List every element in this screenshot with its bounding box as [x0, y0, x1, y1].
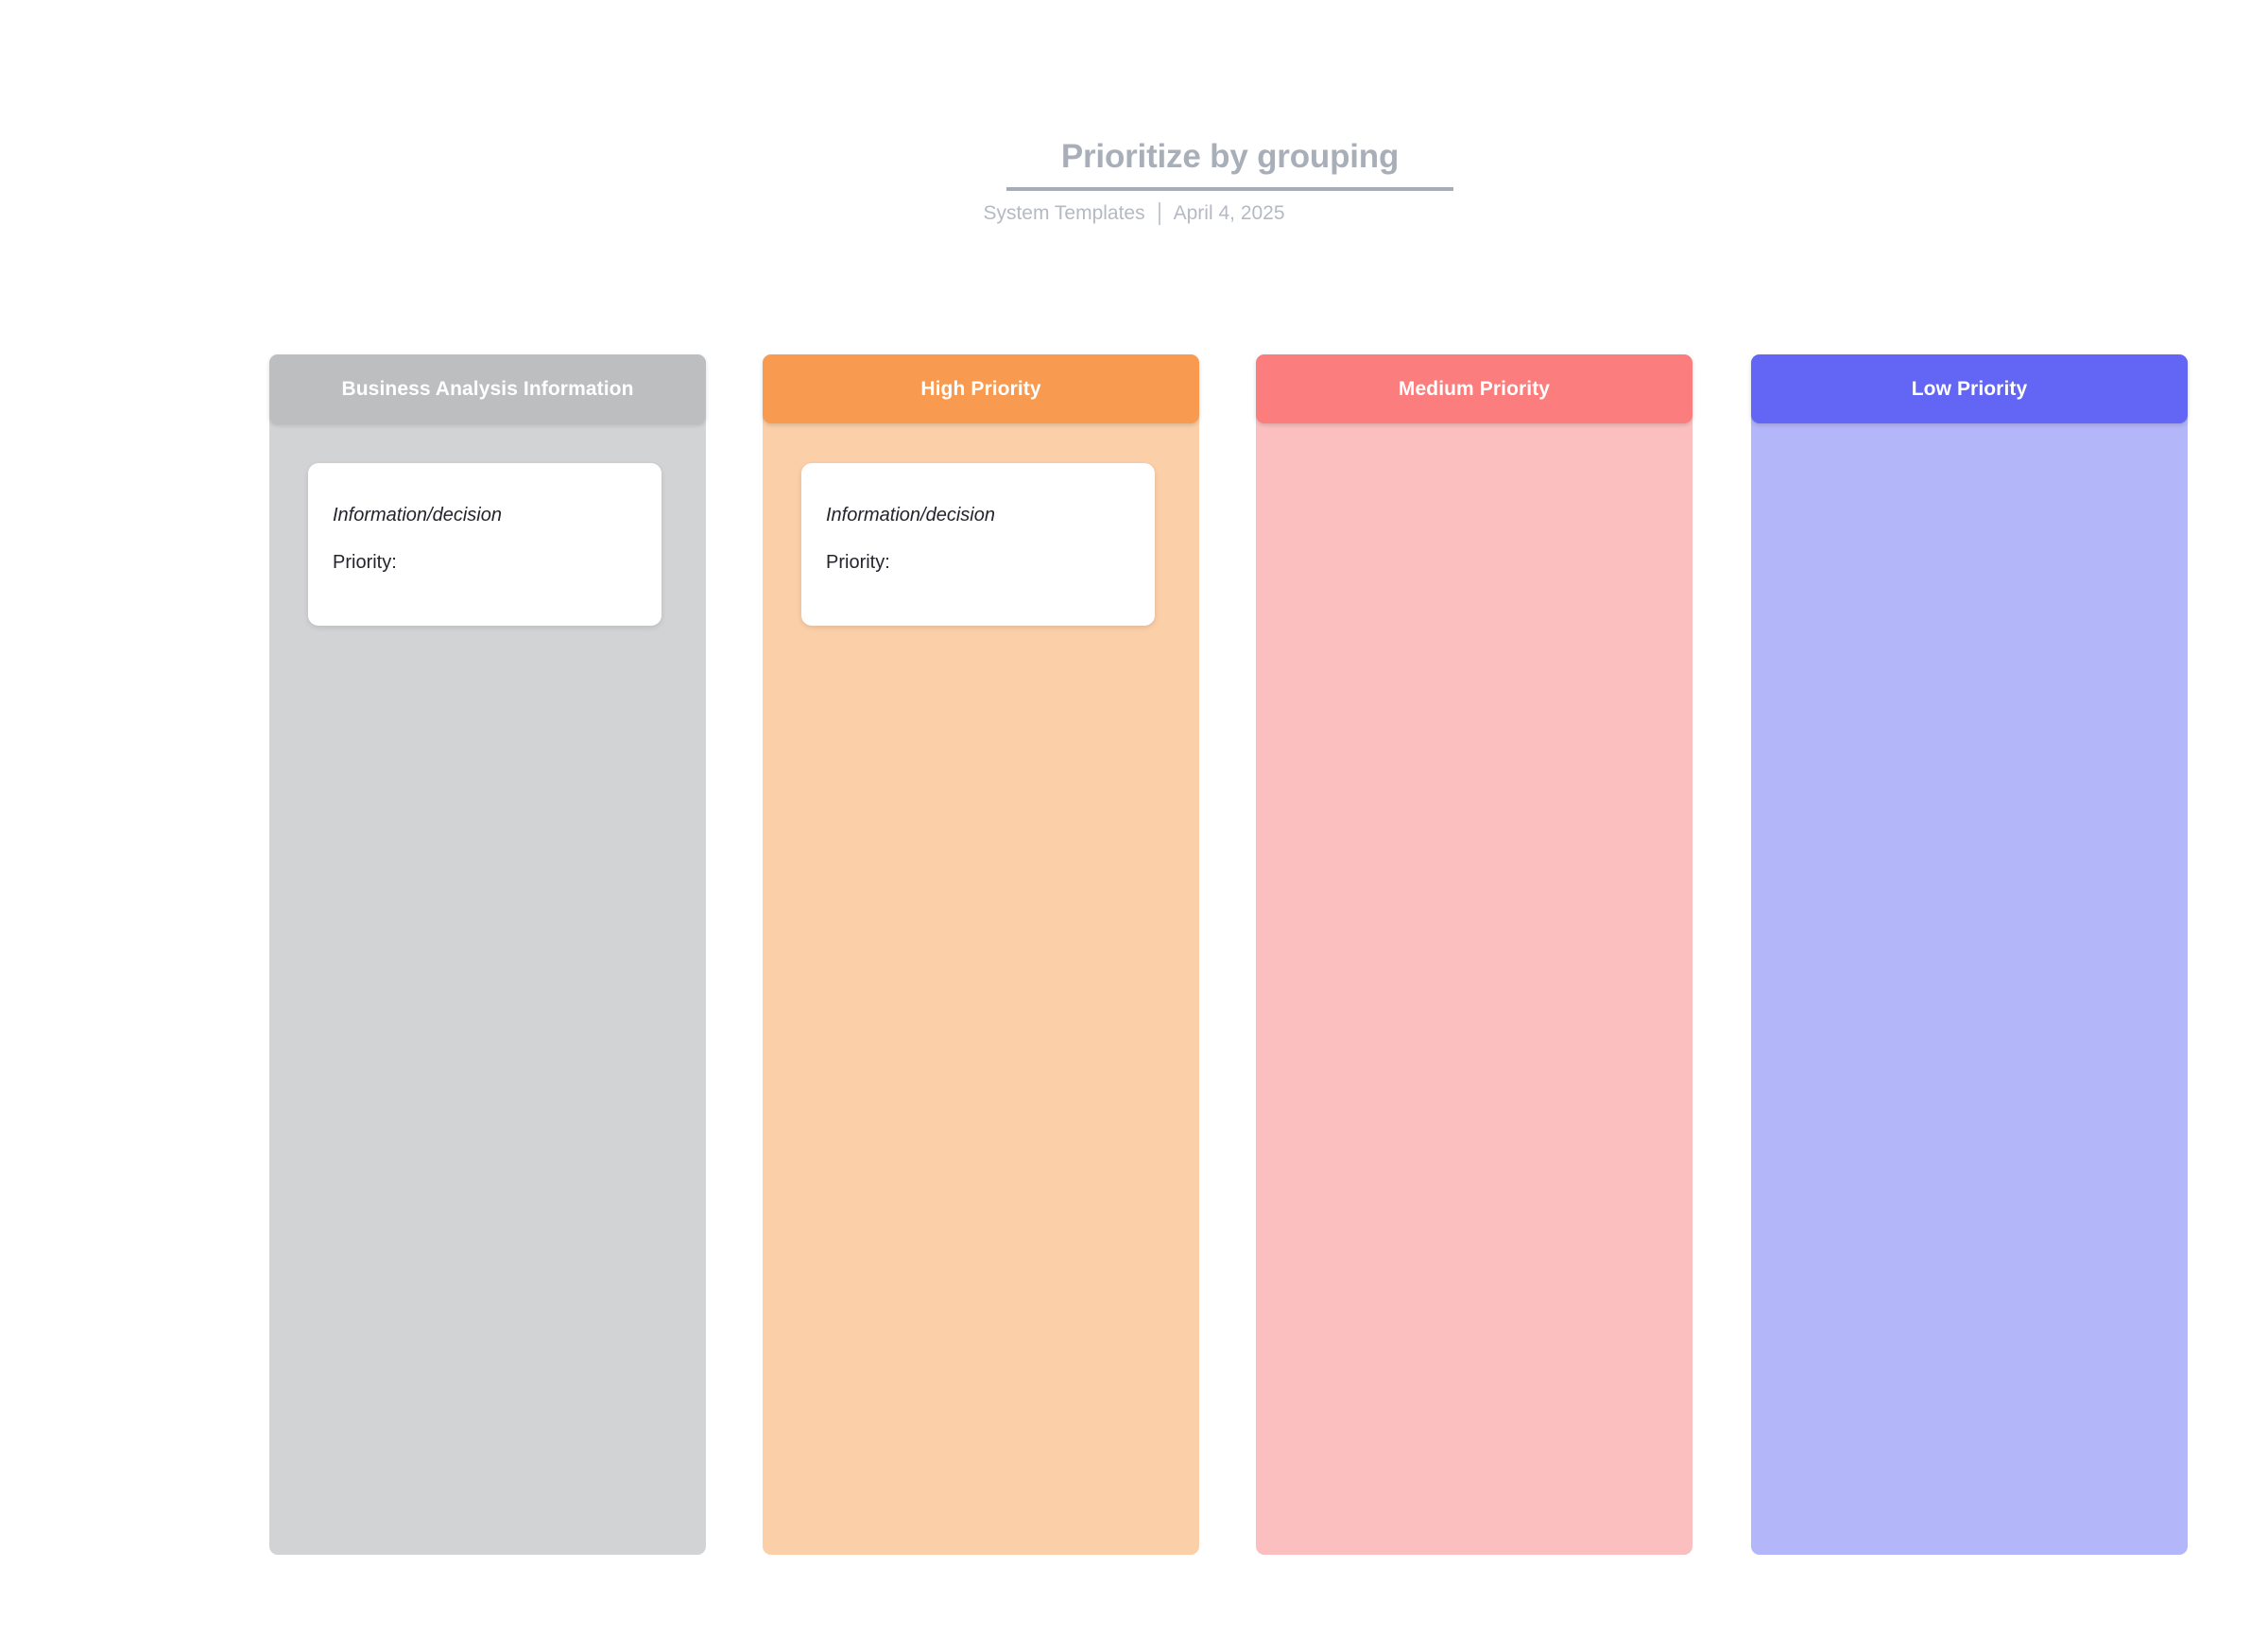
card-priority-label: Priority:: [826, 552, 890, 573]
board-column-business-analysis-information[interactable]: Business Analysis Information Information…: [269, 354, 706, 1555]
card-priority-field: Priority:: [333, 550, 637, 575]
card[interactable]: Information/decision Priority:: [801, 463, 1155, 626]
board-column-medium-priority[interactable]: Medium Priority: [1256, 354, 1692, 1555]
subtitle-date: April 4, 2025: [1173, 202, 1285, 224]
board-column-low-priority[interactable]: Low Priority: [1751, 354, 2188, 1555]
page-subtitle: System Templates April 4, 2025: [0, 200, 2268, 227]
card-list-high-priority: Information/decision Priority:: [801, 463, 1155, 626]
column-header-low-priority[interactable]: Low Priority: [1751, 354, 2188, 423]
page-title-container: Prioritize by grouping: [1006, 138, 1453, 191]
column-header-label: Medium Priority: [1398, 377, 1551, 400]
column-header-label: High Priority: [920, 377, 1041, 400]
column-header-label: Business Analysis Information: [341, 377, 634, 400]
card-title: Information/decision: [826, 505, 995, 526]
column-body-medium-priority: [1256, 354, 1692, 1555]
subtitle-source: System Templates: [983, 202, 1145, 224]
column-header-medium-priority[interactable]: Medium Priority: [1256, 354, 1692, 423]
column-body-low-priority: [1751, 354, 2188, 1555]
card-priority-field: Priority:: [826, 550, 1130, 575]
column-header-label: Low Priority: [1911, 377, 2028, 400]
card[interactable]: Information/decision Priority:: [308, 463, 662, 626]
board-column-high-priority[interactable]: High Priority Information/decision Priorit…: [763, 354, 1199, 1555]
subtitle-divider: [1158, 202, 1160, 225]
column-header-high-priority[interactable]: High Priority: [763, 354, 1199, 423]
card-title: Information/decision: [333, 505, 502, 526]
priority-board: Business Analysis Information Information…: [269, 354, 2188, 1555]
page-title: Prioritize by grouping: [1060, 138, 1400, 175]
card-priority-label: Priority:: [333, 552, 397, 573]
card-list-business-analysis-information: Information/decision Priority:: [308, 463, 662, 626]
column-header-business-analysis-information[interactable]: Business Analysis Information: [269, 354, 706, 423]
